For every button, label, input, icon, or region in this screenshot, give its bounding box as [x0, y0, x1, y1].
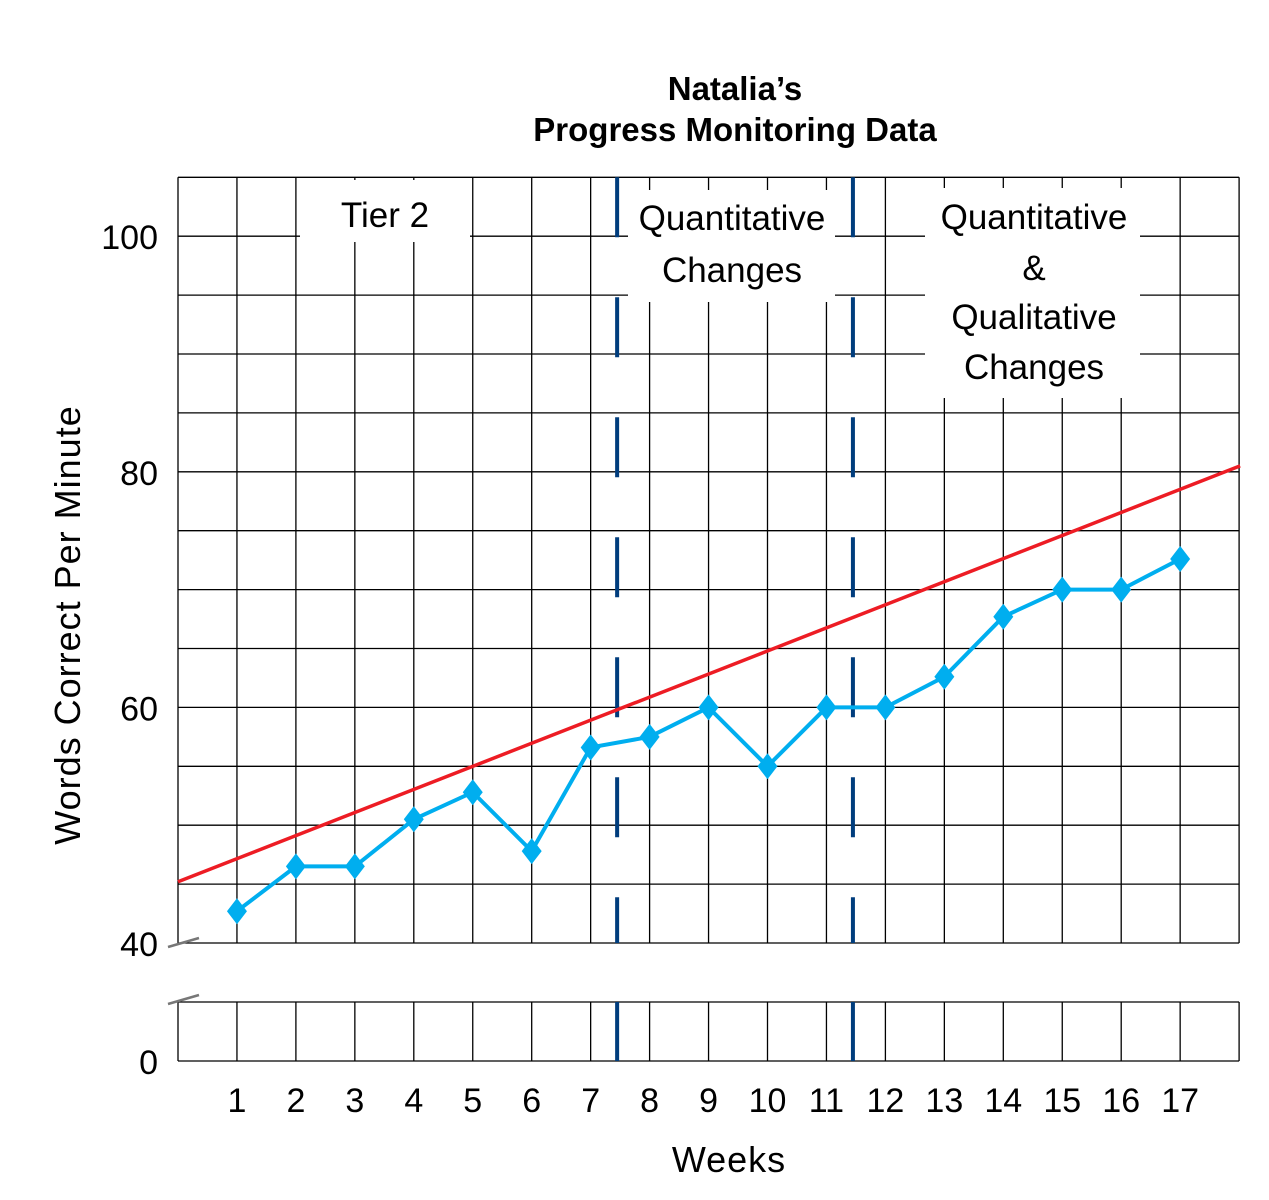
x-tick-label: 12	[866, 1082, 904, 1120]
data-point-marker	[1111, 576, 1132, 603]
data-point-marker	[1052, 576, 1073, 603]
data-point-marker	[698, 694, 719, 721]
x-tick-label: 13	[925, 1082, 963, 1120]
data-point-marker	[344, 853, 365, 880]
phase-lines	[615, 177, 855, 1061]
data-point-marker	[816, 694, 837, 721]
x-tick-label: 2	[286, 1082, 305, 1120]
data-point-marker	[521, 838, 542, 865]
data-point-marker	[934, 663, 955, 690]
x-tick-label: 10	[749, 1082, 787, 1120]
phase-label-text: Changes	[964, 348, 1104, 387]
x-tick-label: 14	[984, 1082, 1022, 1120]
data-point-marker	[993, 603, 1014, 630]
phase-label-box	[628, 190, 835, 302]
phase-label-text: &	[1022, 249, 1045, 288]
data-point-marker	[1170, 545, 1191, 572]
phase-label-box	[925, 188, 1140, 398]
y-tick-label: 100	[101, 219, 158, 257]
data-point-marker	[226, 898, 247, 925]
phase-label-text: Tier 2	[341, 196, 429, 235]
x-tick-label: 6	[522, 1082, 541, 1120]
aimline	[177, 464, 1241, 884]
data-point-marker	[639, 723, 660, 750]
data-point-marker	[875, 694, 896, 721]
chart-title-line1: Natalia’s	[668, 70, 803, 107]
x-tick-label: 11	[809, 1082, 844, 1120]
x-tick-label: 4	[404, 1082, 423, 1120]
axis-break-mark	[167, 993, 200, 1006]
phase-label-text: Changes	[662, 251, 802, 290]
y-tick-label: 80	[120, 455, 158, 493]
x-tick-label: 16	[1102, 1082, 1140, 1120]
phase-label-text: Quantitative	[639, 199, 826, 238]
x-tick-label: 15	[1043, 1082, 1081, 1120]
phase-label-text: Qualitative	[951, 298, 1116, 337]
data-point-marker	[462, 779, 483, 806]
phase-label-text: Quantitative	[941, 198, 1128, 237]
y-tick-label: 40	[120, 926, 158, 964]
data-point-marker	[285, 853, 306, 880]
data-point-marker	[757, 753, 778, 780]
y-tick-label: 0	[139, 1044, 158, 1082]
x-tick-label: 8	[640, 1082, 659, 1120]
data-point-marker	[580, 734, 601, 761]
data-series	[226, 545, 1191, 925]
phase-labels: Tier 2 Quantitative Changes Quantitative & Qu…	[300, 180, 1140, 398]
x-tick-label: 7	[581, 1082, 600, 1120]
x-tick-label: 3	[345, 1082, 364, 1120]
x-axis-label: Weeks	[672, 1139, 786, 1180]
data-point-marker	[403, 806, 424, 833]
x-tick-label: 17	[1161, 1082, 1199, 1120]
x-tick-label: 5	[463, 1082, 482, 1120]
y-tick-label: 60	[120, 690, 158, 728]
aimline-segment	[177, 464, 1241, 884]
phase-label-box	[300, 180, 470, 242]
chart-title-line2: Progress Monitoring Data	[533, 111, 937, 148]
x-tick-label: 1	[227, 1082, 246, 1120]
y-axis-label: Words Correct Per Minute	[47, 405, 88, 844]
axis-break-mark	[167, 936, 200, 949]
x-tick-label: 9	[699, 1082, 718, 1120]
